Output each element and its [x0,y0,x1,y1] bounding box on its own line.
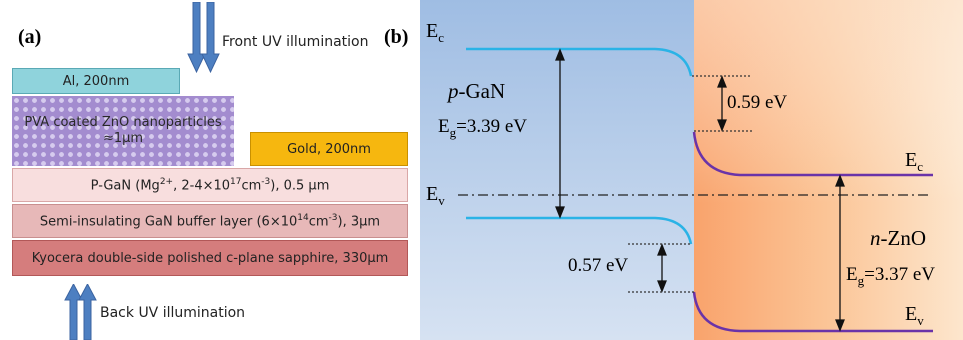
back-illumination-label: Back UV illumination [100,305,246,321]
front-illumination-arrows [187,2,220,74]
gan-buffer-layer: Semi-insulating GaN buffer layer (6×1014… [12,204,408,238]
ev-right-label: Ev [905,303,924,328]
pgan-layer: P-GaN (Mg2+, 2-4×1017cm-3), 0.5 μm [12,168,408,202]
gold-layer-label: Gold, 200nm [287,141,371,157]
sapphire-substrate: Kyocera double-side polished c-plane sap… [12,240,408,276]
zno-conduction-band [692,131,933,177]
pgan-bandgap-label: Eg=3.39 eV [438,116,527,140]
al-layer-label: Al, 200nm [62,73,130,89]
pgan-conduction-band [466,47,693,77]
front-illumination-label: Front UV illumination [222,34,369,50]
panel-b-label: (b) [384,26,409,48]
ec-right-label: Ec [905,149,923,174]
buffer-layer-label: Semi-insulating GaN buffer layer (6×1014… [39,212,381,230]
pgan-valence-band [466,216,693,245]
zno-valence-band [692,291,933,333]
ec-left-label: Ec [426,20,444,45]
zno-name-label: n-ZnO [870,226,926,250]
conduction-offset-label: 0.59 eV [727,92,787,113]
pgan-name-label: p-GaN [446,79,505,103]
zno-bandgap-label: Eg=3.37 eV [846,264,935,288]
zno-nanoparticle-layer: PVA coated ZnO nanoparticles ≈1μm [12,96,234,166]
back-illumination-arrows [64,284,97,340]
zno-layer-label-line1: PVA coated ZnO nanoparticles [24,115,222,130]
sapphire-layer-label: Kyocera double-side polished c-plane sap… [31,250,389,266]
gold-layer: Gold, 200nm [250,132,408,166]
pgan-layer-label: P-GaN (Mg2+, 2-4×1017cm-3), 0.5 μm [90,176,330,194]
panel-a-label: (a) [18,26,42,48]
ev-left-label: Ev [426,183,445,208]
pgan-region-background [420,0,694,340]
al-layer: Al, 200nm [12,68,180,94]
valence-offset-label: 0.57 eV [568,255,628,276]
zno-layer-label-line2: ≈1μm [102,131,144,146]
